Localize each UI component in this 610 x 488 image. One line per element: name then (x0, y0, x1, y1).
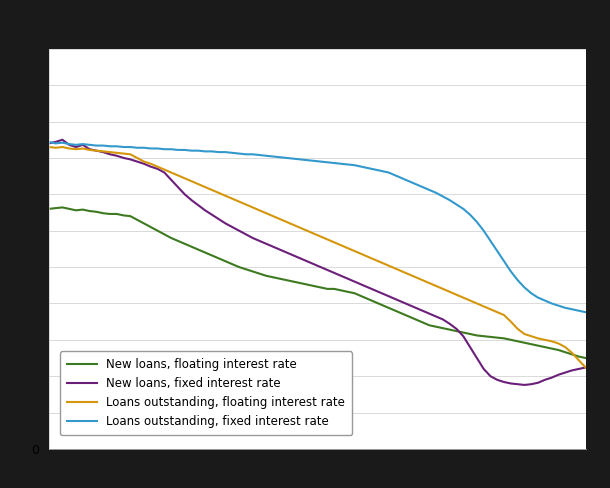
Loans outstanding, floating interest rate (582, 365, 589, 370)
Loans outstanding, floating interest rate (365, 254, 372, 260)
Line: Loans outstanding, floating interest rate: Loans outstanding, floating interest rat… (49, 147, 586, 367)
New loans, floating interest rate (528, 341, 535, 347)
Loans outstanding, fixed interest rate (283, 155, 290, 161)
Loans outstanding, fixed interest rate (371, 166, 379, 172)
Loans outstanding, floating interest rate (45, 144, 52, 150)
New loans, floating interest rate (371, 299, 379, 305)
New loans, fixed interest rate (59, 137, 66, 142)
New loans, fixed interest rate (371, 287, 379, 293)
New loans, floating interest rate (419, 320, 426, 325)
New loans, floating interest rate (582, 355, 589, 361)
Legend: New loans, floating interest rate, New loans, fixed interest rate, Loans outstan: New loans, floating interest rate, New l… (60, 351, 352, 435)
New loans, fixed interest rate (378, 290, 386, 296)
New loans, fixed interest rate (521, 382, 528, 388)
New loans, fixed interest rate (45, 141, 52, 146)
Loans outstanding, fixed interest rate (365, 165, 372, 171)
New loans, floating interest rate (398, 311, 406, 317)
Loans outstanding, fixed interest rate (582, 309, 589, 315)
New loans, floating interest rate (59, 204, 66, 210)
New loans, floating interest rate (378, 302, 386, 308)
New loans, fixed interest rate (290, 252, 297, 258)
New loans, fixed interest rate (582, 365, 589, 370)
Line: Loans outstanding, fixed interest rate: Loans outstanding, fixed interest rate (49, 142, 586, 312)
Loans outstanding, fixed interest rate (45, 139, 52, 145)
Line: New loans, floating interest rate: New loans, floating interest rate (49, 207, 586, 358)
Loans outstanding, fixed interest rate (521, 285, 528, 290)
New loans, fixed interest rate (534, 380, 542, 386)
New loans, fixed interest rate (398, 299, 406, 305)
Loans outstanding, floating interest rate (392, 265, 399, 271)
Loans outstanding, fixed interest rate (392, 172, 399, 178)
Loans outstanding, floating interest rate (283, 219, 290, 225)
Loans outstanding, fixed interest rate (412, 181, 420, 187)
Loans outstanding, floating interest rate (412, 274, 420, 280)
New loans, floating interest rate (45, 206, 52, 212)
Loans outstanding, floating interest rate (521, 331, 528, 337)
New loans, floating interest rate (290, 279, 297, 285)
Line: New loans, fixed interest rate: New loans, fixed interest rate (49, 140, 586, 385)
New loans, fixed interest rate (419, 308, 426, 314)
Loans outstanding, floating interest rate (371, 257, 379, 263)
